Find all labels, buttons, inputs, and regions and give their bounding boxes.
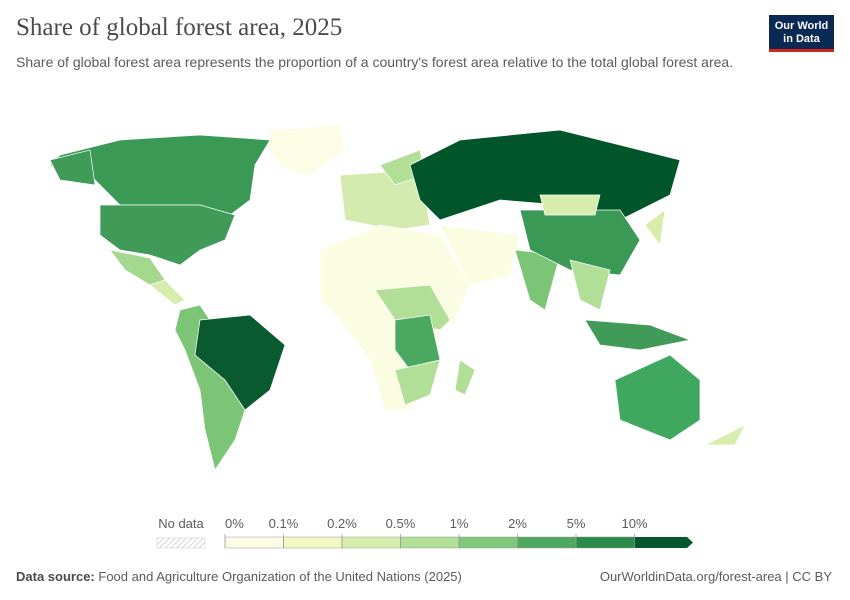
logo[interactable]: Our World in Data <box>769 15 834 52</box>
countries <box>49 124 746 471</box>
legend-label: 1% <box>450 516 469 531</box>
legend-label: 0% <box>225 516 244 531</box>
legend-label: 0.1% <box>269 516 299 531</box>
legend-label: 5% <box>567 516 586 531</box>
legend-swatch <box>283 536 343 549</box>
country <box>149 279 186 306</box>
legend-swatch <box>458 536 518 549</box>
map: No data 0% 0.1% 0.2% 0.5% 1% 2% 5% 10% <box>49 124 746 549</box>
legend-label: 2% <box>508 516 527 531</box>
no-data-swatch <box>156 537 206 549</box>
country <box>704 424 746 446</box>
subtitle: Share of global forest area represents t… <box>16 54 734 70</box>
country <box>644 209 666 246</box>
country <box>584 319 692 351</box>
url[interactable]: OurWorldinData.org/forest-area | CC BY <box>599 569 832 584</box>
country <box>194 314 286 411</box>
country <box>569 259 611 311</box>
country <box>394 359 441 406</box>
country <box>374 284 451 331</box>
logo-line: Our World <box>774 20 829 32</box>
legend-swatch <box>400 536 460 549</box>
country <box>439 224 521 286</box>
legend-label: 10% <box>621 516 647 531</box>
country <box>49 149 96 186</box>
country <box>99 204 236 266</box>
country <box>519 209 641 276</box>
legend-label: 0.2% <box>327 516 357 531</box>
source: Data source: Food and Agriculture Organi… <box>16 569 462 584</box>
country <box>614 354 701 441</box>
legend-label: 0.5% <box>386 516 416 531</box>
legend-swatch <box>341 536 401 549</box>
logo-line: in Data <box>783 33 820 45</box>
legend-swatch <box>517 536 577 549</box>
source-label: Data source: <box>16 569 95 584</box>
legend-swatch <box>634 537 693 548</box>
country <box>454 359 476 396</box>
source-text: Food and Agriculture Organization of the… <box>98 569 462 584</box>
country <box>264 124 346 176</box>
country <box>539 194 601 216</box>
legend-swatch <box>575 536 635 549</box>
legend: 0% 0.1% 0.2% 0.5% 1% 2% 5% 10% <box>224 516 693 549</box>
title: Share of global forest area, 2025 <box>16 14 343 41</box>
legend-swatch <box>224 536 284 549</box>
no-data-label: No data <box>158 516 204 531</box>
